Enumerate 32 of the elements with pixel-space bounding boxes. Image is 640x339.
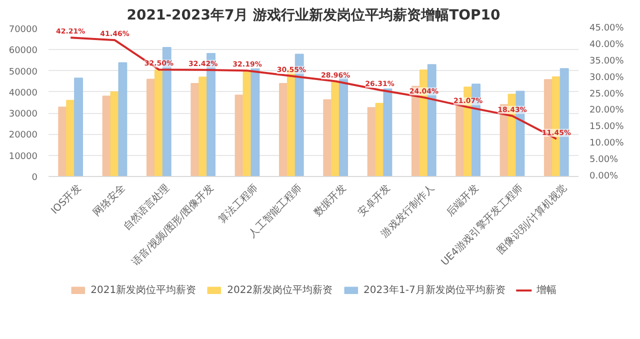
x-tick-label: IOS开发	[49, 182, 84, 217]
x-tick-label: 网络安全	[90, 182, 128, 219]
x-tick-label: 安卓开发	[356, 182, 393, 219]
y-tick-label: 20000	[8, 130, 38, 141]
legend-label: 增幅	[536, 284, 556, 297]
y-tick-label: 50000	[8, 67, 38, 78]
bar	[74, 78, 84, 176]
y-tick-label: 0	[32, 173, 38, 183]
y2-tick-label: 5.00%	[590, 155, 619, 166]
y2-tick-label: 40.00%	[590, 40, 624, 50]
bar	[118, 62, 128, 176]
bar	[383, 88, 392, 176]
y2-tick-label: 35.00%	[590, 56, 624, 66]
x-tick-label: 后端开发	[444, 182, 481, 219]
legend-label: 2021新发岗位平均薪资	[90, 284, 196, 297]
legend-label: 2022新发岗位平均薪资	[227, 284, 333, 297]
y-tick-label: 30000	[8, 110, 38, 120]
y2-tick-label: 10.00%	[590, 138, 624, 149]
y2-tick-label: 15.00%	[590, 122, 624, 132]
y2-tick-label: 0.00%	[590, 172, 619, 182]
x-tick-label: 数据开发	[312, 182, 348, 219]
y2-tick-label: 25.00%	[590, 89, 624, 100]
y2-tick-label: 30.00%	[590, 72, 624, 83]
y2-tick-label: 20.00%	[590, 106, 624, 116]
y-tick-label: 60000	[8, 46, 38, 56]
y-tick-label: 10000	[8, 152, 38, 162]
chart-title: 2021-2023年7月 游戏行业新发岗位平均薪资增幅TOP10	[126, 6, 501, 24]
y2-tick-label: 45.00%	[590, 24, 624, 34]
bar	[250, 68, 260, 176]
y-tick-label: 40000	[8, 88, 38, 98]
legend-label: 2023年1-7月新发岗位平均薪资	[364, 284, 506, 297]
y-tick-label: 70000	[8, 25, 38, 35]
